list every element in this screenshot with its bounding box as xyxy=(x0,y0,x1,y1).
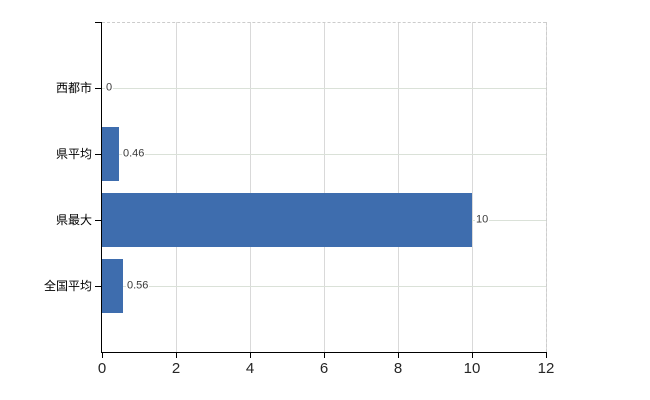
category-label: 県最大 xyxy=(55,213,92,227)
horizontal-gridline xyxy=(102,154,546,155)
y-axis-tick xyxy=(95,286,101,287)
plot-top-border xyxy=(102,22,546,23)
category-label: 県平均 xyxy=(55,147,92,161)
x-tick-label: 8 xyxy=(393,360,403,377)
x-axis-tick xyxy=(472,352,473,358)
horizontal-gridline xyxy=(102,286,546,287)
x-tick-label: 6 xyxy=(319,360,329,377)
y-axis-top-cap xyxy=(95,22,101,23)
x-axis-tick xyxy=(546,352,547,358)
x-axis-tick xyxy=(176,352,177,358)
y-axis-tick xyxy=(95,220,101,221)
x-axis-tick xyxy=(102,352,103,358)
value-label: 10 xyxy=(475,213,490,226)
bar xyxy=(102,127,119,181)
value-label: 0.56 xyxy=(126,279,150,292)
x-axis-tick xyxy=(398,352,399,358)
vertical-gridline xyxy=(398,22,399,352)
y-axis-tick xyxy=(95,88,101,89)
y-axis-line xyxy=(101,22,102,352)
vertical-gridline xyxy=(472,22,473,352)
plot-right-border xyxy=(546,22,547,352)
x-axis-tick xyxy=(324,352,325,358)
value-label: 0.46 xyxy=(122,147,146,160)
x-tick-label: 0 xyxy=(97,360,107,377)
x-axis-tick xyxy=(250,352,251,358)
x-tick-label: 4 xyxy=(245,360,255,377)
y-axis-tick xyxy=(95,154,101,155)
vertical-gridline xyxy=(176,22,177,352)
category-label: 全国平均 xyxy=(43,279,92,293)
bar xyxy=(102,193,472,247)
x-tick-label: 2 xyxy=(171,360,181,377)
x-tick-label: 10 xyxy=(463,360,481,377)
x-tick-label: 12 xyxy=(537,360,555,377)
category-label: 西都市 xyxy=(55,81,92,95)
vertical-gridline xyxy=(250,22,251,352)
horizontal-gridline xyxy=(102,88,546,89)
value-label: 0 xyxy=(105,81,114,94)
bar xyxy=(102,259,123,313)
vertical-gridline xyxy=(324,22,325,352)
